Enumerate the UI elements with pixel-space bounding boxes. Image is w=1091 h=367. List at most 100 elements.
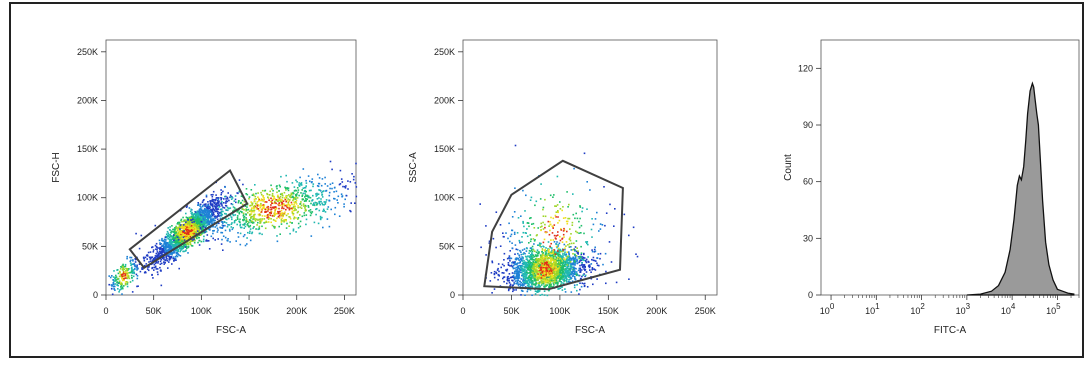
event-dot (209, 221, 211, 223)
event-dot (296, 193, 298, 195)
event-dot (186, 217, 189, 219)
event-dot (535, 263, 537, 265)
event-dot (525, 262, 528, 264)
event-dot (568, 259, 570, 262)
event-dot (546, 265, 549, 267)
event-dot (581, 275, 583, 278)
event-dot (289, 205, 291, 207)
event-dot (534, 276, 536, 278)
event-dot (172, 244, 174, 247)
event-dot (210, 200, 212, 202)
event-dot (208, 223, 211, 226)
event-dot (520, 281, 523, 284)
event-dot (211, 214, 214, 216)
event-dot (174, 249, 176, 251)
event-dot (163, 238, 166, 241)
event-dot (166, 230, 169, 233)
event-dot (334, 186, 336, 189)
event-dot (305, 195, 307, 197)
event-dot (293, 217, 295, 220)
event-dot (110, 288, 113, 290)
event-dot (316, 204, 318, 206)
event-dot (542, 268, 544, 271)
event-dot (329, 187, 331, 190)
event-dot (556, 246, 558, 249)
event-dot (133, 262, 135, 265)
event-dot (529, 270, 532, 272)
event-dot (322, 210, 324, 212)
event-dot (583, 285, 586, 288)
event-dot (245, 209, 248, 211)
event-dot (189, 230, 191, 233)
event-dot (323, 201, 326, 203)
event-dot (191, 239, 193, 241)
event-dot (136, 275, 139, 277)
event-dot (270, 204, 272, 206)
event-dot (218, 202, 220, 204)
event-dot (294, 205, 297, 208)
event-dot (571, 275, 574, 277)
event-dot (270, 212, 272, 215)
event-dot (121, 275, 124, 277)
event-dot (172, 250, 175, 252)
event-dot (215, 224, 218, 227)
event-dot (527, 288, 529, 291)
event-dot (566, 270, 568, 272)
event-dot (550, 270, 553, 272)
event-dot (133, 271, 135, 274)
event-dot (249, 204, 252, 207)
event-dot (201, 215, 204, 217)
event-dot (542, 263, 544, 266)
event-dot (582, 274, 584, 276)
event-dot (564, 265, 567, 268)
event-dot (287, 203, 290, 205)
event-dot (230, 198, 233, 200)
event-dot (285, 195, 287, 198)
event-dot (547, 250, 550, 252)
event-dot (521, 265, 524, 267)
event-dot (246, 193, 249, 196)
event-dot (115, 276, 118, 278)
event-dot (115, 278, 117, 281)
event-dot (328, 225, 331, 228)
event-dot (345, 194, 348, 197)
event-dot (534, 284, 537, 287)
event-dot (551, 254, 553, 257)
event-dot (525, 276, 527, 279)
event-dot (203, 219, 206, 221)
event-dot (191, 215, 193, 217)
event-dot (132, 260, 134, 262)
event-dot (124, 283, 127, 286)
event-dot (243, 209, 245, 211)
event-dot (157, 273, 159, 276)
event-dot (175, 252, 178, 255)
event-dot (560, 228, 562, 230)
event-dot (161, 237, 163, 240)
event-dot (276, 185, 278, 187)
event-dot (263, 200, 265, 203)
event-dot (590, 271, 592, 273)
event-dot (533, 262, 535, 265)
event-dot (166, 245, 169, 248)
event-dot (170, 235, 172, 237)
event-dot (188, 232, 190, 234)
event-dot (179, 230, 181, 232)
event-dot (197, 224, 200, 226)
event-dot (221, 224, 224, 226)
event-dot (212, 209, 214, 211)
event-dot (541, 256, 543, 259)
event-dot (566, 275, 569, 277)
event-dot (213, 205, 215, 207)
event-dot (567, 206, 569, 208)
event-dot (295, 209, 297, 211)
event-dot (247, 231, 249, 234)
event-dot (194, 228, 197, 230)
event-dot (592, 259, 595, 262)
event-dot (187, 218, 189, 220)
event-dot (534, 279, 537, 281)
event-dot (130, 271, 132, 274)
event-dot (548, 256, 551, 258)
event-dot (204, 218, 206, 220)
event-dot (553, 251, 556, 253)
gate-polygon[interactable] (128, 168, 249, 270)
